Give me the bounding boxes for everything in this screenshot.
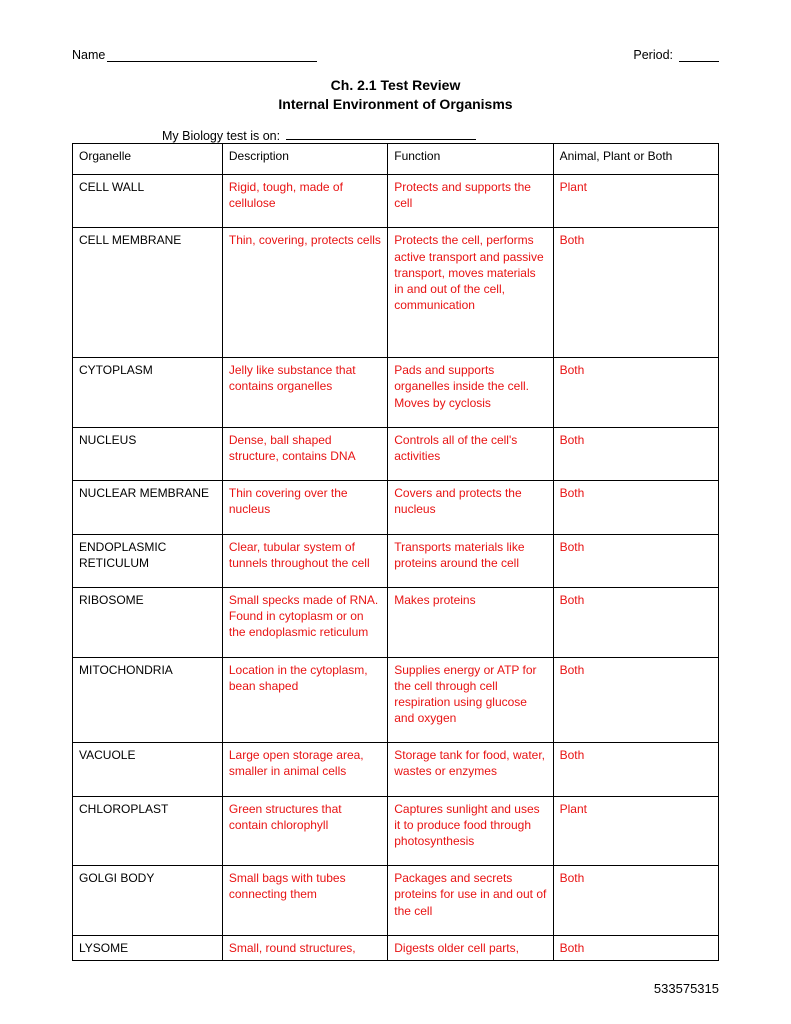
table-row: ENDOPLASMIC RETICULUM Clear, tubular sys…	[73, 534, 719, 587]
cell-function: Covers and protects the nucleus	[388, 481, 553, 534]
cell-organelle: CHLOROPLAST	[73, 796, 223, 866]
cell-function: Controls all of the cell's activities	[388, 427, 553, 480]
cell-apb: Both	[553, 481, 718, 534]
cell-organelle: MITOCHONDRIA	[73, 657, 223, 743]
cell-organelle: CELL MEMBRANE	[73, 228, 223, 358]
cell-apb: Both	[553, 228, 718, 358]
table-header-row: Organelle Description Function Animal, P…	[73, 143, 719, 174]
cell-description: Large open storage area, smaller in anim…	[222, 743, 387, 796]
cell-description: Green structures that contain chlorophyl…	[222, 796, 387, 866]
cell-apb: Both	[553, 657, 718, 743]
cell-organelle: NUCLEUS	[73, 427, 223, 480]
cell-apb: Both	[553, 587, 718, 657]
cell-organelle: GOLGI BODY	[73, 866, 223, 936]
cell-description: Dense, ball shaped structure, contains D…	[222, 427, 387, 480]
cell-apb: Both	[553, 358, 718, 428]
table-row: RIBOSOME Small specks made of RNA. Found…	[73, 587, 719, 657]
cell-function: Protects and supports the cell	[388, 174, 553, 227]
table-row: LYSOME Small, round structures, Digests …	[73, 935, 719, 960]
col-header-organelle: Organelle	[73, 143, 223, 174]
cell-description: Small, round structures,	[222, 935, 387, 960]
cell-organelle: ENDOPLASMIC RETICULUM	[73, 534, 223, 587]
table-row: CELL WALL Rigid, tough, made of cellulos…	[73, 174, 719, 227]
cell-apb: Both	[553, 743, 718, 796]
cell-description: Thin covering over the nucleus	[222, 481, 387, 534]
table-row: NUCLEUS Dense, ball shaped structure, co…	[73, 427, 719, 480]
test-date-blank-line	[286, 128, 476, 140]
cell-function: Makes proteins	[388, 587, 553, 657]
cell-organelle: VACUOLE	[73, 743, 223, 796]
cell-apb: Plant	[553, 796, 718, 866]
cell-function: Digests older cell parts,	[388, 935, 553, 960]
name-label: Name	[72, 48, 105, 62]
cell-apb: Both	[553, 534, 718, 587]
title-block: Ch. 2.1 Test Review Internal Environment…	[72, 76, 719, 114]
table-row: CYTOPLASM Jelly like substance that cont…	[73, 358, 719, 428]
col-header-description: Description	[222, 143, 387, 174]
cell-apb: Both	[553, 866, 718, 936]
test-date-label: My Biology test is on:	[162, 129, 280, 143]
period-blank-line	[679, 49, 719, 62]
table-row: CHLOROPLAST Green structures that contai…	[73, 796, 719, 866]
cell-organelle: CYTOPLASM	[73, 358, 223, 428]
table-row: NUCLEAR MEMBRANE Thin covering over the …	[73, 481, 719, 534]
organelle-table: Organelle Description Function Animal, P…	[72, 143, 719, 961]
test-date-row: My Biology test is on:	[162, 128, 719, 143]
footer-number: 533575315	[654, 981, 719, 996]
cell-function: Packages and secrets proteins for use in…	[388, 866, 553, 936]
cell-organelle: CELL WALL	[73, 174, 223, 227]
table-row: CELL MEMBRANE Thin, covering, protects c…	[73, 228, 719, 358]
title-line-2: Internal Environment of Organisms	[72, 95, 719, 114]
cell-description: Small specks made of RNA. Found in cytop…	[222, 587, 387, 657]
cell-function: Supplies energy or ATP for the cell thro…	[388, 657, 553, 743]
cell-description: Thin, covering, protects cells	[222, 228, 387, 358]
cell-organelle: RIBOSOME	[73, 587, 223, 657]
period-field-group: Period:	[633, 48, 719, 62]
table-body: CELL WALL Rigid, tough, made of cellulos…	[73, 174, 719, 960]
title-line-1: Ch. 2.1 Test Review	[72, 76, 719, 95]
cell-description: Clear, tubular system of tunnels through…	[222, 534, 387, 587]
cell-description: Rigid, tough, made of cellulose	[222, 174, 387, 227]
cell-description: Small bags with tubes connecting them	[222, 866, 387, 936]
col-header-function: Function	[388, 143, 553, 174]
cell-function: Transports materials like proteins aroun…	[388, 534, 553, 587]
cell-function: Captures sunlight and uses it to produce…	[388, 796, 553, 866]
period-label: Period:	[633, 48, 673, 62]
cell-organelle: NUCLEAR MEMBRANE	[73, 481, 223, 534]
worksheet-page: Name Period: Ch. 2.1 Test Review Interna…	[0, 0, 791, 1024]
table-row: MITOCHONDRIA Location in the cytoplasm, …	[73, 657, 719, 743]
cell-description: Jelly like substance that contains organ…	[222, 358, 387, 428]
name-field-group: Name	[72, 48, 317, 62]
col-header-apb: Animal, Plant or Both	[553, 143, 718, 174]
table-row: GOLGI BODY Small bags with tubes connect…	[73, 866, 719, 936]
name-blank-line	[107, 49, 317, 62]
cell-organelle: LYSOME	[73, 935, 223, 960]
cell-function: Protects the cell, performs active trans…	[388, 228, 553, 358]
cell-function: Pads and supports organelles inside the …	[388, 358, 553, 428]
header-row: Name Period:	[72, 48, 719, 62]
cell-description: Location in the cytoplasm, bean shaped	[222, 657, 387, 743]
table-row: VACUOLE Large open storage area, smaller…	[73, 743, 719, 796]
cell-apb: Plant	[553, 174, 718, 227]
cell-function: Storage tank for food, water, wastes or …	[388, 743, 553, 796]
cell-apb: Both	[553, 427, 718, 480]
cell-apb: Both	[553, 935, 718, 960]
